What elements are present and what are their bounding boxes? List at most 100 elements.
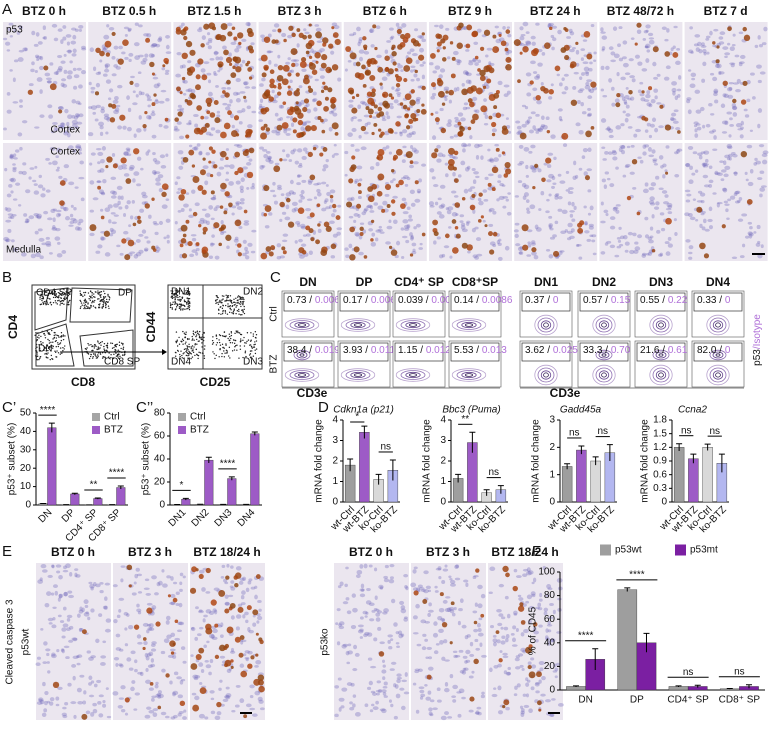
event	[112, 348, 113, 349]
event	[233, 299, 234, 300]
cell	[7, 194, 12, 198]
cell	[525, 683, 529, 687]
cell	[67, 41, 70, 45]
cell	[65, 216, 70, 220]
event	[234, 308, 235, 309]
cell	[236, 626, 240, 630]
cell	[358, 135, 361, 139]
cell	[415, 604, 420, 609]
cell	[124, 57, 128, 60]
stained-cell	[445, 90, 448, 93]
cell	[652, 118, 656, 122]
event	[189, 309, 190, 310]
cell	[524, 185, 529, 190]
stained-cell	[565, 28, 569, 32]
cell	[66, 50, 72, 53]
cell	[8, 213, 14, 216]
cell	[753, 231, 756, 234]
cell	[240, 91, 246, 94]
stained-cell	[396, 83, 400, 87]
event	[203, 332, 204, 333]
cell	[63, 623, 69, 627]
event	[175, 341, 176, 342]
cell	[58, 176, 62, 179]
cell	[354, 213, 359, 217]
event	[240, 314, 241, 315]
cell	[553, 157, 556, 160]
stained-cell	[227, 110, 232, 115]
cell	[612, 151, 617, 155]
cell	[108, 219, 111, 223]
cell	[755, 45, 759, 48]
stained-cell	[411, 89, 415, 93]
cell	[183, 80, 188, 84]
event	[90, 290, 91, 291]
cell	[95, 251, 100, 254]
cell	[584, 71, 589, 74]
stained-cell	[349, 167, 355, 173]
event	[92, 300, 93, 301]
cell	[518, 597, 523, 601]
stained-cell	[315, 61, 318, 64]
cell	[240, 198, 245, 201]
event	[176, 331, 177, 332]
cell	[412, 569, 416, 574]
cell	[413, 161, 419, 164]
cell	[146, 240, 150, 243]
cell	[688, 179, 693, 184]
event	[60, 353, 61, 354]
event	[119, 342, 120, 343]
cell	[283, 233, 289, 236]
stained-cell	[379, 82, 382, 85]
cell	[49, 62, 53, 65]
cell	[676, 48, 680, 51]
event	[216, 344, 217, 345]
cell	[349, 216, 354, 219]
cell	[498, 710, 503, 714]
cell	[153, 77, 159, 80]
event	[180, 301, 181, 302]
cell	[660, 253, 663, 257]
stained-cell	[469, 102, 475, 108]
cell	[558, 703, 564, 707]
event	[193, 346, 194, 347]
cell	[10, 190, 13, 193]
cell	[165, 716, 170, 719]
cell	[62, 84, 67, 88]
cell	[151, 644, 156, 647]
cell	[364, 132, 369, 135]
cell	[623, 40, 628, 44]
stained-cell	[462, 243, 468, 249]
isotype-percent: 0	[725, 295, 731, 306]
cell	[334, 714, 339, 718]
event	[102, 304, 103, 305]
cell	[320, 75, 325, 79]
cell	[241, 39, 246, 42]
event	[238, 332, 239, 333]
stained-cell	[632, 159, 637, 164]
cell	[176, 52, 181, 55]
cell	[371, 704, 374, 707]
cell	[122, 126, 126, 130]
stained-cell	[540, 86, 545, 91]
event	[88, 344, 89, 345]
event	[237, 296, 238, 297]
cell	[34, 183, 38, 186]
cell	[98, 71, 101, 73]
cell	[578, 256, 582, 259]
cell	[721, 178, 725, 181]
cell	[299, 85, 303, 88]
stained-cell	[278, 83, 282, 87]
cell	[379, 226, 382, 229]
cell	[202, 209, 207, 211]
event	[230, 308, 231, 309]
cell	[95, 639, 99, 643]
stained-cell	[137, 216, 141, 220]
event	[193, 333, 194, 334]
stained-cell	[222, 90, 226, 94]
cell	[360, 223, 364, 225]
cell	[52, 225, 55, 230]
event	[86, 305, 87, 306]
cell	[390, 638, 393, 641]
stained-cell	[286, 198, 291, 203]
